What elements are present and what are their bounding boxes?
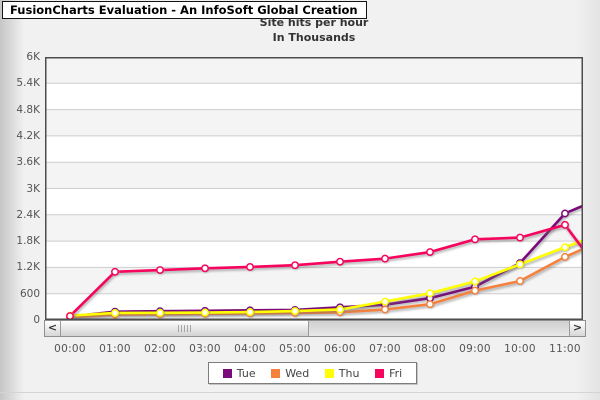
y-axis-label: 5.4K [16,77,40,90]
marker-thu-07:00[interactable] [381,297,389,306]
marker-thu-04:00[interactable] [246,308,254,317]
y-axis-label: 3.6K [16,156,40,169]
scrollbar-left-button[interactable]: < [45,321,61,336]
y-axis-label: 4.2K [16,129,40,142]
y-axis-label: 600 [19,287,40,300]
scrollbar-grip [178,325,179,332]
marker-fri-09:00[interactable] [471,235,479,244]
x-axis-label: 05:00 [279,343,311,355]
scrollbar-track[interactable] [61,321,569,336]
x-axis-label: 11:00 [549,343,581,355]
marker-fri-02:00[interactable] [156,266,164,274]
legend-swatch-tue [222,368,232,378]
plot-band [45,162,583,189]
legend-swatch-wed [271,368,281,378]
marker-fri-11:00[interactable] [561,220,569,229]
marker-fri-01:00[interactable] [111,267,119,276]
legend-label: Tue [236,366,256,380]
legend-label: Fri [389,366,403,380]
marker-wed-11:00[interactable] [561,252,569,261]
marker-fri-08:00[interactable] [426,248,434,257]
marker-wed-08:00[interactable] [426,300,434,309]
y-axis-label: 3K [26,182,40,195]
x-axis-label: 06:00 [324,343,356,355]
series-line-tue [69,204,583,318]
marker-fri-00:00[interactable] [66,312,74,320]
y-axis-label: 2.4K [16,208,40,221]
legend-label: Wed [285,366,310,380]
legend: Tue Wed Thu Fri [208,362,417,384]
plot-band [45,109,583,136]
marker-wed-10:00[interactable] [516,277,524,285]
legend-swatch-thu [324,368,334,378]
marker-wed-07:00[interactable] [381,305,389,314]
x-axis-label: 08:00 [414,343,446,355]
legend-label: Thu [338,366,360,380]
legend-item-wed[interactable]: Wed [271,367,309,380]
marker-thu-02:00[interactable] [156,308,164,317]
marker-thu-09:00[interactable] [471,277,479,286]
scrollbar-thumb[interactable] [61,321,309,336]
x-axis-label: 00:00 [54,343,86,355]
marker-fri-03:00[interactable] [201,264,209,273]
plot-band [45,214,583,242]
marker-thu-08:00[interactable] [426,289,434,298]
plot-border [45,57,583,320]
marker-fri-07:00[interactable] [381,254,389,263]
legend-swatch-fri [375,368,385,378]
scrollbar-grip [184,325,185,332]
scrollbar-grip [187,325,188,332]
page-title: FusionCharts Evaluation - An InfoSoft Gl… [2,1,367,19]
plot-svg [45,57,583,320]
x-axis-label: 01:00 [99,343,131,355]
scrollbar-right-button[interactable]: > [569,321,585,336]
divider [0,392,600,393]
marker-thu-03:00[interactable] [201,308,209,317]
scrollbar-grip [181,325,182,332]
y-axis-label: 0 [33,314,40,326]
y-axis-label: 1.2K [16,261,40,274]
marker-fri-10:00[interactable] [516,233,524,242]
x-axis-label: 03:00 [189,343,221,355]
plot-band [45,57,583,84]
y-axis-label: 1.8K [16,235,40,248]
marker-fri-05:00[interactable] [291,261,299,270]
marker-thu-01:00[interactable] [111,309,119,317]
x-axis-label: 02:00 [144,343,176,355]
marker-fri-04:00[interactable] [246,263,254,271]
x-axis-label: 10:00 [504,343,536,355]
x-axis-label: 07:00 [369,343,401,355]
marker-thu-05:00[interactable] [291,307,299,315]
marker-thu-06:00[interactable] [336,305,344,314]
chart-subtitle: In Thousands [272,31,356,44]
marker-tue-11:00[interactable] [561,209,569,218]
legend-item-fri[interactable]: Fri [375,367,402,380]
y-axis-label: 6K [26,51,40,63]
x-scrollbar[interactable]: < > [44,320,586,337]
scrollbar-grip [190,325,191,332]
legend-item-thu[interactable]: Thu [324,366,360,380]
marker-fri-06:00[interactable] [336,257,344,266]
y-axis-label: 4.8K [16,103,40,116]
legend-item-tue[interactable]: Tue [222,366,256,380]
chart-title: Site hits per hour [259,16,369,29]
marker-thu-11:00[interactable] [561,243,569,252]
marker-wed-09:00[interactable] [471,286,479,295]
x-axis-label: 09:00 [459,343,491,355]
x-axis-label: 04:00 [234,343,266,355]
marker-thu-10:00[interactable] [516,260,524,269]
